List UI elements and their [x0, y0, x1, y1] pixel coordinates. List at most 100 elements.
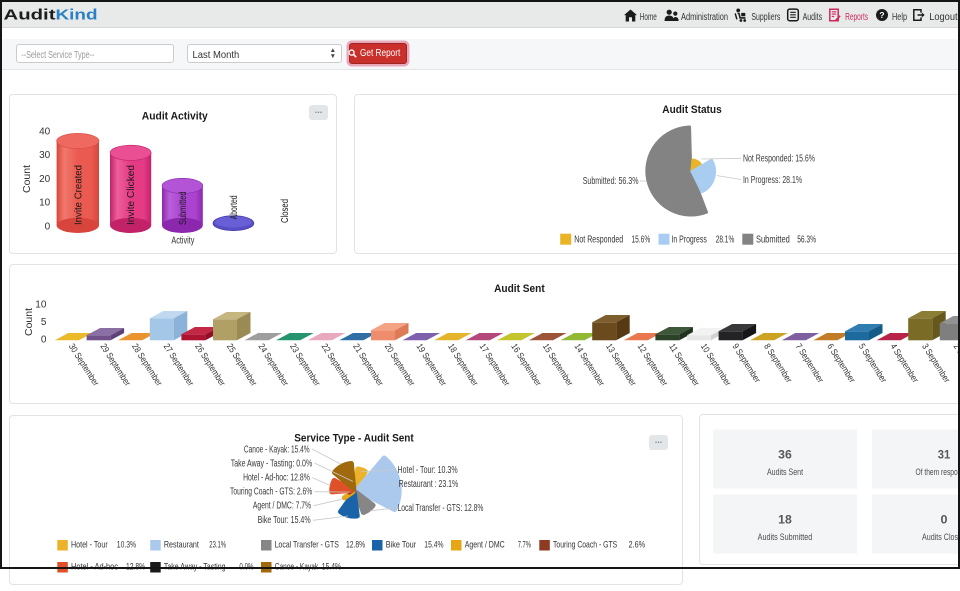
svg-text:?: ?	[879, 10, 884, 20]
svg-text:Submitted: Submitted	[178, 192, 189, 226]
svg-text:0: 0	[41, 335, 47, 346]
svg-text:12.8%: 12.8%	[346, 540, 366, 551]
svg-text:Audits Closed: Audits Closed	[922, 532, 960, 542]
svg-text:26 September: 26 September	[193, 342, 227, 388]
svg-text:30: 30	[39, 150, 51, 161]
svg-text:Audit Sent: Audit Sent	[494, 283, 545, 295]
svg-text:Invite Clicked: Invite Clicked	[126, 165, 137, 225]
svg-text:Canoe - Kayak: 15.4%: Canoe - Kayak: 15.4%	[244, 445, 310, 456]
svg-text:28.1%: 28.1%	[716, 234, 735, 245]
svg-text:21 September: 21 September	[351, 342, 385, 388]
svg-text:10: 10	[39, 198, 51, 209]
svg-text:3 September: 3 September	[920, 342, 952, 385]
svg-text:Audits: Audits	[803, 12, 823, 23]
svg-text:Hotel - Ad-hoc: Hotel - Ad-hoc	[71, 562, 118, 573]
svg-text:13 September: 13 September	[604, 342, 638, 388]
svg-text:10.3%: 10.3%	[117, 540, 137, 551]
svg-text:Agent / DMC: Agent / DMC	[465, 540, 505, 551]
svg-text:Audits Sent: Audits Sent	[767, 467, 803, 477]
svg-text:36: 36	[778, 448, 792, 462]
svg-text:30 September: 30 September	[67, 342, 101, 388]
svg-text:10: 10	[35, 300, 47, 311]
svg-text:28 September: 28 September	[130, 342, 164, 388]
svg-text:5: 5	[41, 317, 47, 328]
svg-text:10 September: 10 September	[699, 342, 733, 388]
svg-text:Audits Submitted: Audits Submitted	[758, 532, 813, 542]
svg-text:25 September: 25 September	[225, 342, 259, 388]
svg-text:23.1%: 23.1%	[209, 540, 226, 551]
svg-text:4 September: 4 September	[888, 342, 920, 385]
svg-text:In Progress: In Progress	[672, 234, 707, 245]
svg-text:Touring Coach - GTS: Touring Coach - GTS	[553, 540, 617, 551]
svg-text:16 September: 16 September	[509, 342, 543, 388]
svg-text:Home: Home	[640, 12, 657, 23]
svg-text:20 September: 20 September	[383, 342, 417, 388]
svg-text:18: 18	[778, 513, 792, 527]
svg-text:Invite Created: Invite Created	[73, 165, 84, 225]
svg-text:56.3%: 56.3%	[797, 234, 816, 245]
svg-text:Canoe - Kayak: Canoe - Kayak	[275, 562, 319, 573]
svg-text:7 September: 7 September	[794, 342, 826, 385]
svg-text:5 September: 5 September	[857, 342, 889, 385]
svg-text:Closed: Closed	[280, 199, 291, 223]
svg-text:12 September: 12 September	[636, 342, 670, 388]
svg-text:7.7%: 7.7%	[518, 540, 532, 551]
svg-text:0: 0	[45, 222, 51, 233]
svg-text:Reports: Reports	[845, 12, 868, 23]
svg-text:22 September: 22 September	[320, 342, 354, 388]
svg-text:29 September: 29 September	[98, 342, 132, 388]
svg-text:Restaurant : 23.1%: Restaurant : 23.1%	[399, 479, 459, 490]
svg-text:Restaurant: Restaurant	[164, 540, 199, 551]
svg-text:23 September: 23 September	[288, 342, 322, 388]
svg-text:Hotel - Tour: Hotel - Tour	[71, 540, 108, 551]
svg-text:15.4%: 15.4%	[424, 540, 444, 551]
svg-text:Take Away - Tasting: Take Away - Tasting	[164, 562, 226, 573]
svg-text:27 September: 27 September	[162, 342, 196, 388]
svg-text:40: 40	[39, 127, 51, 138]
svg-text:Bike Tour: Bike Tour	[386, 540, 417, 551]
svg-text:Local Transfer - GTS: 12.8%: Local Transfer - GTS: 12.8%	[398, 503, 484, 514]
svg-text:14 September: 14 September	[572, 342, 606, 388]
svg-text:2 September: 2 September	[952, 342, 960, 385]
svg-text:Count: Count	[24, 308, 35, 336]
svg-text:Not Responded: Not Responded	[574, 234, 623, 245]
svg-text:Suppliers: Suppliers	[751, 12, 780, 23]
svg-text:Audit: Audit	[4, 7, 56, 24]
svg-text:Bike Tour: 15.4%: Bike Tour: 15.4%	[258, 515, 311, 526]
svg-text:Service Type - Audit Sent: Service Type - Audit Sent	[294, 433, 414, 445]
svg-text:Agent / DMC: 7.7%: Agent / DMC: 7.7%	[253, 501, 311, 512]
svg-text:15 September: 15 September	[541, 342, 575, 388]
svg-text:In Progress: 28.1%: In Progress: 28.1%	[743, 175, 802, 186]
svg-text:6 September: 6 September	[825, 342, 857, 385]
svg-text:12.8%: 12.8%	[126, 562, 146, 573]
svg-text:Local Transfer - GTS: Local Transfer - GTS	[275, 540, 339, 551]
svg-text:15.4%: 15.4%	[322, 562, 342, 573]
svg-text:8 September: 8 September	[762, 342, 794, 385]
svg-text:11 September: 11 September	[667, 342, 701, 388]
svg-text:Count: Count	[22, 165, 33, 193]
svg-text:Activity: Activity	[171, 235, 194, 246]
svg-text:15.6%: 15.6%	[632, 234, 651, 245]
svg-text:Hotel - Ad-hoc: 12.8%: Hotel - Ad-hoc: 12.8%	[243, 473, 310, 484]
svg-text:17 September: 17 September	[478, 342, 512, 388]
svg-text:0: 0	[941, 513, 948, 527]
svg-text:Of them responded: Of them responded	[916, 467, 960, 477]
svg-text:2.6%: 2.6%	[629, 540, 646, 551]
svg-text:Hotel - Tour: 10.3%: Hotel - Tour: 10.3%	[398, 465, 458, 476]
svg-text:19 September: 19 September	[414, 342, 448, 388]
svg-text:Administration: Administration	[681, 12, 728, 23]
svg-text:Touring Coach - GTS: 2.6%: Touring Coach - GTS: 2.6%	[230, 487, 312, 498]
svg-text:Submitted: Submitted	[756, 234, 790, 245]
svg-text:Help: Help	[892, 12, 907, 23]
svg-text:Logout: Logout	[929, 12, 958, 23]
svg-text:24 September: 24 September	[256, 342, 290, 388]
svg-text:Aborted: Aborted	[229, 195, 240, 219]
svg-text:Not Responded: 15.6%: Not Responded: 15.6%	[743, 154, 815, 165]
svg-text:Submitted: 56.3%: Submitted: 56.3%	[583, 176, 639, 187]
svg-text:9 September: 9 September	[730, 342, 762, 385]
svg-text:31: 31	[938, 448, 951, 462]
svg-text:0.0%: 0.0%	[239, 562, 254, 573]
svg-text:20: 20	[39, 174, 51, 185]
svg-text:18 September: 18 September	[446, 342, 480, 388]
svg-text:Kind: Kind	[56, 7, 98, 24]
